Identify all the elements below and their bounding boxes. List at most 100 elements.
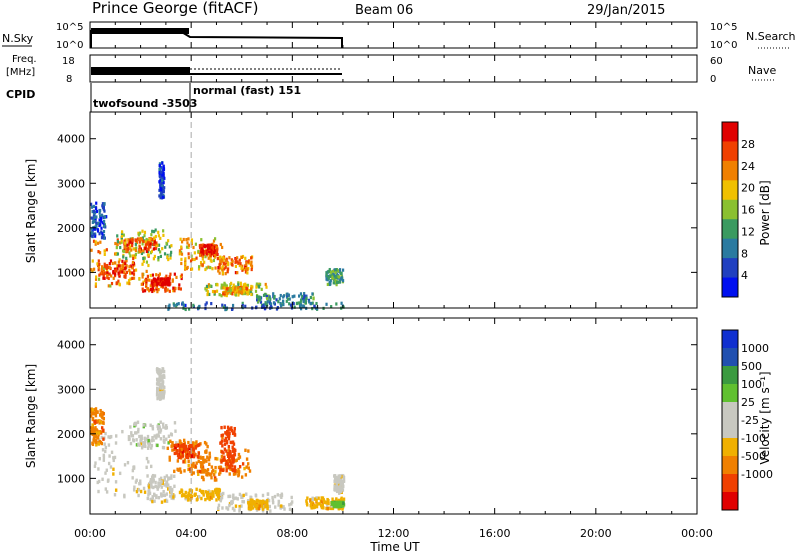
power-cell <box>184 303 187 308</box>
velocity-cell <box>155 393 159 397</box>
velocity-cell <box>180 494 184 498</box>
velocity-cell <box>163 483 166 487</box>
power-cell <box>161 247 164 251</box>
power-cell <box>114 241 117 246</box>
power-cell <box>215 248 219 252</box>
power-cell <box>179 237 182 241</box>
velocity-cell <box>132 438 136 443</box>
velocity-cell <box>165 426 169 430</box>
velocity-cell <box>157 434 161 438</box>
power-cell <box>135 246 138 250</box>
velocity-cell <box>192 454 196 458</box>
velocity-cell <box>205 472 208 477</box>
power-cell <box>215 251 218 256</box>
power-cell <box>245 290 249 294</box>
velocity-cell <box>131 468 135 473</box>
power-cell <box>130 248 133 252</box>
power-cell <box>180 240 184 244</box>
velocity-cell <box>95 443 98 447</box>
velocity-cell <box>237 470 241 474</box>
velocity-cell <box>134 480 138 484</box>
power-cell <box>184 307 187 312</box>
velocity-cell <box>135 443 139 447</box>
velocity-cell <box>255 506 258 510</box>
velocity-cell <box>160 485 163 489</box>
power-cell <box>230 307 234 311</box>
velocity-cell <box>250 495 253 500</box>
velocity-cell <box>148 442 152 446</box>
power-cell <box>269 302 273 306</box>
velocity-cell <box>132 465 135 470</box>
velocity-cell <box>233 508 236 512</box>
velocity-cell <box>163 475 166 480</box>
power-cell <box>133 263 136 267</box>
power-cell <box>100 268 104 272</box>
power-cell <box>224 262 227 266</box>
power-cell <box>238 263 241 268</box>
velocity-cell <box>223 425 226 429</box>
power-cell <box>177 287 181 291</box>
velocity-cell <box>273 505 277 509</box>
power-cell <box>112 276 115 280</box>
power-cell <box>333 273 336 277</box>
velocity-cell <box>210 465 214 469</box>
power-cell <box>257 284 260 288</box>
power-cell <box>99 209 102 213</box>
velocity-cell <box>217 489 220 494</box>
power-cell <box>153 282 157 287</box>
power-cell <box>239 287 242 291</box>
power-cell <box>269 305 273 309</box>
power-cell <box>118 264 122 268</box>
power-cell <box>168 245 171 249</box>
velocity-cell <box>245 492 248 496</box>
velocity-cell <box>217 487 221 492</box>
velocity-cell <box>195 487 198 492</box>
power-cell <box>249 290 252 294</box>
velocity-cell <box>155 367 159 372</box>
power-cell <box>309 295 312 300</box>
power-cell <box>200 250 203 254</box>
power-cell <box>205 284 209 289</box>
velocity-cell <box>206 455 209 459</box>
velocity-cell <box>131 434 135 438</box>
velocity-cell <box>232 457 236 461</box>
power-cell <box>237 281 240 285</box>
power-cell <box>152 257 155 261</box>
velocity-cell <box>223 457 226 462</box>
velocity-cell <box>312 505 315 510</box>
power-cell <box>200 238 203 242</box>
velocity-cell <box>114 480 118 484</box>
velocity-cell <box>160 493 163 497</box>
velocity-cell <box>103 442 106 446</box>
colorbar-tick-label: -500 <box>741 450 766 463</box>
velocity-cell <box>325 506 328 511</box>
power-cell <box>163 186 166 190</box>
power-cell <box>163 282 166 286</box>
power-cell <box>129 277 132 281</box>
power-cell <box>231 292 234 296</box>
power-cell <box>119 245 122 250</box>
power-cell <box>143 234 146 238</box>
power-cell <box>297 301 300 305</box>
power-cell <box>299 300 302 304</box>
velocity-cell <box>198 443 201 447</box>
velocity-cell <box>174 445 177 450</box>
power-cell <box>105 266 108 270</box>
velocity-cell <box>336 502 339 507</box>
power-cell <box>136 237 140 241</box>
power-cell <box>149 242 152 246</box>
velocity-cell <box>162 396 165 400</box>
velocity-cell <box>184 495 188 499</box>
velocity-cell <box>321 496 325 500</box>
power-cell <box>148 237 151 242</box>
velocity-cell <box>227 494 230 499</box>
power-cell <box>185 245 189 249</box>
velocity-cell <box>235 458 238 462</box>
power-cell <box>186 265 189 270</box>
freq-strip: Freq. [MHz] 18 8 60 0 Nave <box>6 54 776 85</box>
power-cell <box>278 297 281 301</box>
velocity-cell <box>113 493 117 497</box>
velocity-cell <box>183 460 187 464</box>
velocity-cell <box>242 500 245 504</box>
colorbar-tick-label: 100 <box>741 378 762 391</box>
